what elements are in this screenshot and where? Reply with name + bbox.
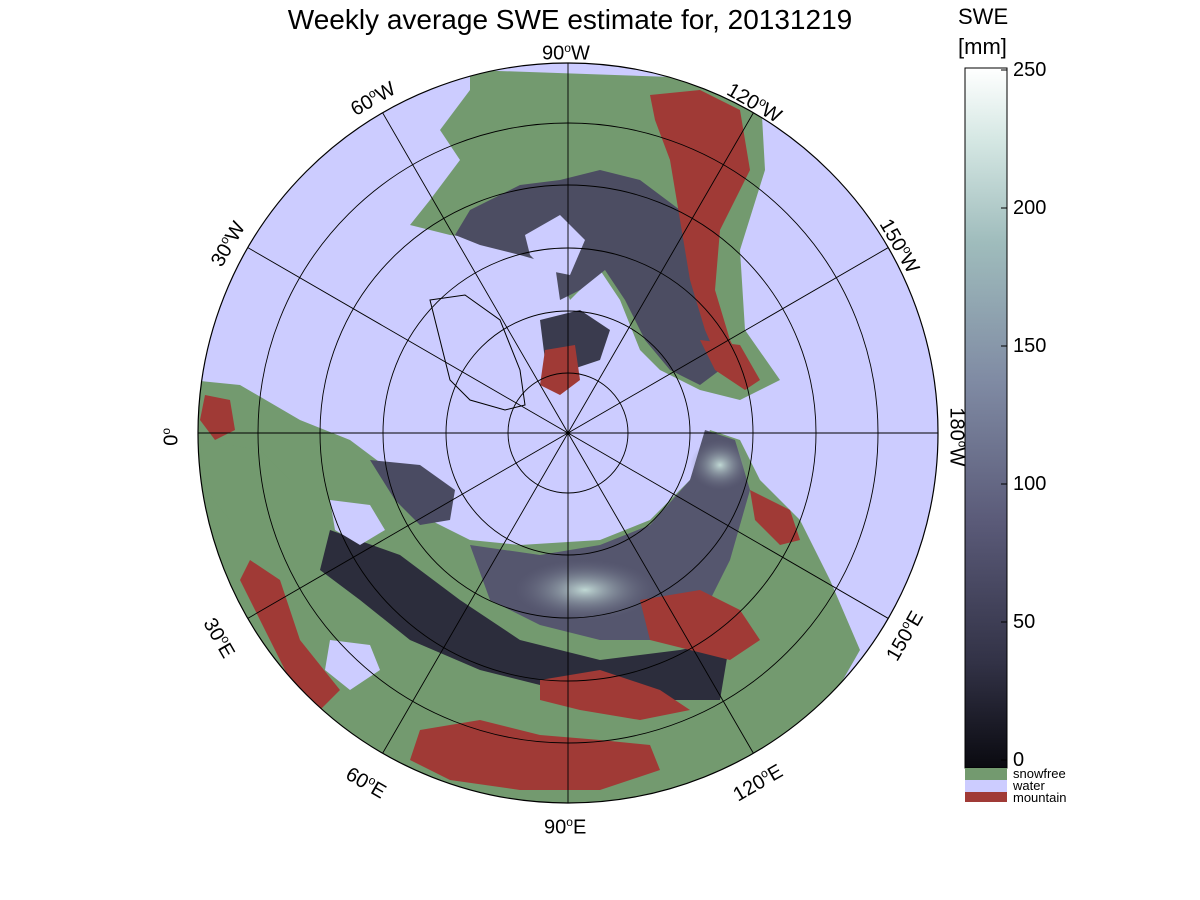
north-america-snow [455, 170, 720, 385]
himalaya-mountain [410, 720, 660, 790]
greenland-shape [429, 294, 526, 411]
colorbar-label-line2: [mm] [958, 34, 1007, 59]
greenland-edge-mountain [540, 345, 580, 395]
map-border [197, 62, 939, 804]
colorbar-ticks [1001, 69, 1007, 761]
colorbar-tick-100: 100 [1013, 473, 1047, 495]
lon-label-180w: 180oW [945, 407, 970, 467]
legend-swatch-mountain [965, 792, 1007, 802]
central-asia-snow [320, 530, 730, 700]
baltic-water [330, 500, 385, 545]
legend-swatch-snowfree [965, 768, 1007, 780]
legend-swatch-water [965, 780, 1007, 792]
yakutia-deep-snow [690, 440, 750, 490]
altai-mountain [540, 670, 690, 720]
europe-alps-mountain [240, 560, 340, 710]
colorbar-tick-150: 150 [1013, 335, 1047, 357]
europe-mountain-west [200, 395, 235, 440]
colorbar-tick-200: 200 [1013, 197, 1047, 219]
map-disk [198, 63, 938, 803]
legend-label-water: water [1013, 778, 1045, 793]
colorbar-label-line1: SWE [958, 4, 1009, 29]
lon-label-0: 0o [159, 427, 183, 446]
lon-label-90e: 90oE [544, 815, 587, 839]
graticule [198, 63, 938, 803]
legend-label-snowfree: snowfree [1013, 766, 1066, 781]
map-title: Weekly average SWE estimate for, 2013121… [287, 4, 853, 35]
colorbar-tick-250: 250 [1013, 59, 1047, 81]
legend-label-mountain: mountain [1013, 790, 1067, 805]
colorbar-tick-50: 50 [1013, 611, 1036, 633]
kamchatka-mountain [750, 490, 800, 545]
colorbar-tick-0: 0 [1013, 749, 1025, 771]
east-siberia-mountain [640, 590, 760, 660]
black-caspian-water [325, 640, 380, 690]
europe-snowfree-highlight [200, 440, 290, 520]
hudson-bay-water [525, 215, 585, 275]
siberia-deep-snow [515, 560, 655, 620]
colorbar-gradient [964, 67, 1008, 769]
colorbar-label: SWE [mm] [958, 2, 1008, 62]
lon-label-90w: 90oW [542, 41, 590, 65]
scandinavia-snow [370, 460, 455, 525]
alaska-mountain [700, 340, 760, 390]
